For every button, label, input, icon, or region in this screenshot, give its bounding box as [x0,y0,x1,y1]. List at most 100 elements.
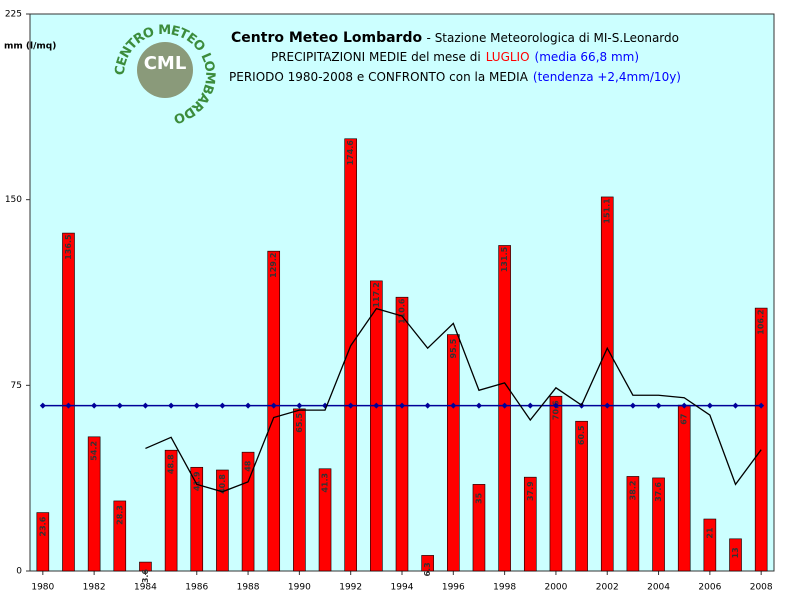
logo-text: CML [144,53,187,74]
x-tick-label: 2008 [750,583,773,593]
line-marker [116,402,123,409]
bar [164,449,178,572]
value-label: 37.9 [526,481,535,501]
value-label: 40.8 [218,474,227,494]
x-tick-label: 1994 [391,583,414,593]
value-label: 48 [244,460,253,472]
y-tick-label: 150 [5,195,22,205]
bar [267,250,281,572]
title-line: Centro Meteo Lombardo - Stazione Meteoro… [231,30,679,46]
heading-line: PERIODO 1980-2008 e CONFRONTO con la MED… [229,70,681,84]
x-tick-label: 2004 [647,583,670,593]
line-marker [629,402,636,409]
bar [293,408,306,572]
value-label: 67 [680,414,689,425]
line-marker [373,402,380,409]
heading-part: LUGLIO [486,50,530,64]
y-axis-label: mm (l/mq) [4,42,56,52]
bar [344,138,357,572]
line-marker [193,402,200,409]
bar [36,512,50,572]
bar [523,476,537,572]
x-tick-label: 1990 [288,583,311,593]
heading-part: (tendenza +2,4mm/10y) [533,70,681,84]
bar [472,484,486,572]
bar [652,477,665,572]
line-marker [65,402,72,409]
y-tick-label: 75 [11,381,22,391]
value-label: 60.5 [577,425,586,445]
title: Centro Meteo Lombardo [231,30,422,46]
bar [241,451,255,572]
line-marker [245,402,252,409]
bar [87,436,101,572]
x-tick-label: 2006 [698,583,721,593]
bar [113,500,127,572]
line-marker [39,402,46,409]
bar [703,518,717,572]
y-tick-label: 0 [16,567,22,577]
heading-part: PERIODO 1980-2008 e CONFRONTO con la MED… [229,70,529,84]
value-label: 38.2 [628,481,637,501]
value-label: 110.6 [398,298,407,324]
bar [575,420,588,572]
value-label: 117.2 [372,282,381,307]
x-tick-label: 1980 [31,583,54,593]
value-label: 6.3 [423,562,432,576]
line-marker [91,402,98,409]
line-marker [296,402,303,409]
line-marker [758,402,765,409]
value-label: 28.3 [115,505,124,525]
line-marker [450,402,457,409]
line-marker [399,402,405,409]
bar [318,468,332,572]
line-marker [347,402,354,409]
bar [626,476,640,572]
line-marker [475,402,482,409]
line-marker [655,402,662,409]
x-tick-label: 1982 [83,583,106,593]
heading-part: PRECIPITAZIONI MEDIE del mese di [271,50,481,64]
value-label: 151.1 [603,198,612,224]
line-marker [732,402,739,409]
value-label: 3.6 [141,569,150,584]
line-marker [552,402,559,409]
value-label: 37.6 [654,482,663,502]
value-label: 41.3 [321,473,330,493]
line-marker [270,402,277,409]
heading-part: (media 66,8 mm) [535,50,639,64]
line-marker [604,402,611,409]
logo-disc [137,42,193,98]
x-tick-label: 1996 [442,583,465,593]
x-tick-label: 1986 [185,583,208,593]
bar [190,466,204,572]
bar [370,280,383,572]
value-label: 21 [705,527,714,539]
value-label: 41.9 [192,471,201,491]
bar [62,232,75,572]
value-label: 136.5 [64,234,73,260]
bar [395,296,409,572]
y-tick-label: 225 [5,10,22,20]
x-tick-label: 2000 [544,583,567,593]
value-label: 48.8 [167,454,176,474]
x-tick-label: 1988 [237,583,260,593]
value-label: 129.2 [269,253,278,278]
value-label: 35 [474,492,483,504]
bar [754,307,768,572]
line-marker [706,402,713,409]
value-label: 13 [731,547,740,558]
bar [216,469,229,572]
bar [447,334,460,572]
value-label: 65.5 [295,413,304,433]
subtitle: - Stazione Meteorologica di MI-S.Leonard… [427,31,679,45]
line-marker [681,402,688,409]
x-tick-label: 1992 [339,583,362,593]
value-label: 131.5 [500,246,509,272]
line-marker [501,402,508,409]
value-label: 174.6 [346,140,355,166]
line-marker [424,402,431,409]
line [145,307,762,493]
